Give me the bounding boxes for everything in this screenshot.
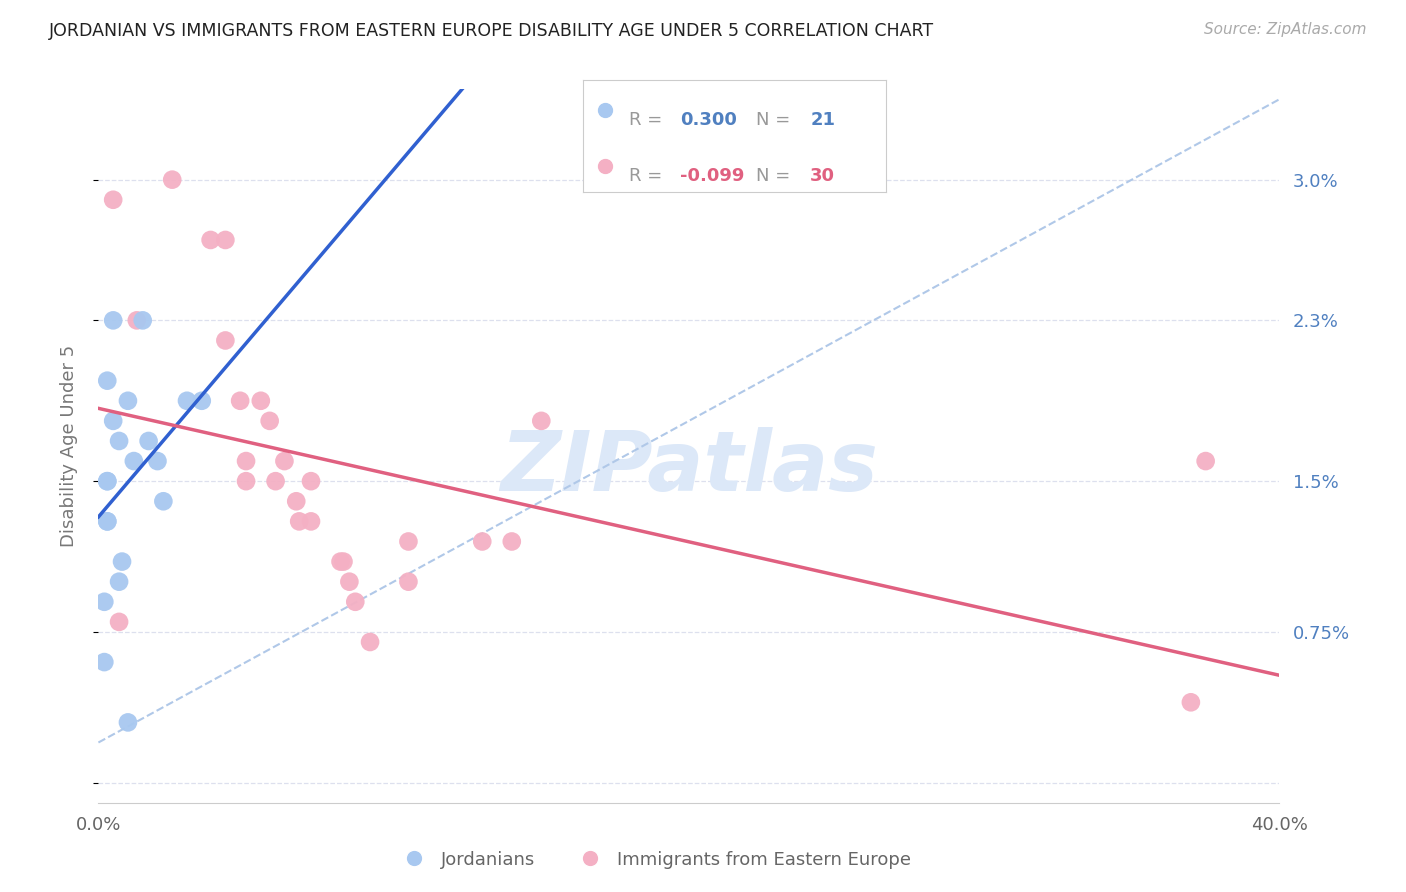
Point bbox=[191, 393, 214, 408]
Point bbox=[501, 534, 523, 549]
Point bbox=[108, 615, 131, 629]
Point bbox=[117, 715, 139, 730]
Text: 21: 21 bbox=[810, 111, 835, 128]
Point bbox=[122, 454, 145, 468]
Point bbox=[264, 474, 287, 488]
Point bbox=[96, 474, 118, 488]
Text: N =: N = bbox=[756, 111, 796, 128]
Point bbox=[103, 313, 125, 327]
Point bbox=[93, 595, 115, 609]
Point bbox=[299, 474, 322, 488]
Point bbox=[96, 515, 118, 529]
Text: 30: 30 bbox=[810, 167, 835, 185]
Point bbox=[214, 334, 236, 348]
Text: Source: ZipAtlas.com: Source: ZipAtlas.com bbox=[1204, 22, 1367, 37]
Point bbox=[288, 515, 311, 529]
Text: R =: R = bbox=[628, 111, 668, 128]
Point bbox=[108, 574, 131, 589]
Point bbox=[359, 635, 381, 649]
Point bbox=[146, 454, 169, 468]
Point bbox=[229, 393, 252, 408]
Point bbox=[96, 474, 118, 488]
Point bbox=[103, 414, 125, 428]
Point bbox=[396, 534, 419, 549]
Point bbox=[93, 655, 115, 669]
Point bbox=[1180, 695, 1202, 709]
Point bbox=[235, 454, 257, 468]
Point bbox=[471, 534, 494, 549]
Point bbox=[250, 393, 273, 408]
Point bbox=[138, 434, 160, 448]
Text: R =: R = bbox=[628, 167, 668, 185]
Text: N =: N = bbox=[756, 167, 796, 185]
Point bbox=[117, 393, 139, 408]
Point bbox=[176, 393, 198, 408]
Point bbox=[332, 555, 354, 569]
Point bbox=[299, 515, 322, 529]
Point bbox=[285, 494, 308, 508]
Point bbox=[396, 574, 419, 589]
Point bbox=[273, 454, 295, 468]
Text: ZIPatlas: ZIPatlas bbox=[501, 427, 877, 508]
Point bbox=[339, 574, 360, 589]
Text: 0.300: 0.300 bbox=[681, 111, 737, 128]
Point bbox=[530, 414, 553, 428]
Point bbox=[1195, 454, 1218, 468]
Point bbox=[152, 494, 174, 508]
Text: JORDANIAN VS IMMIGRANTS FROM EASTERN EUROPE DISABILITY AGE UNDER 5 CORRELATION C: JORDANIAN VS IMMIGRANTS FROM EASTERN EUR… bbox=[49, 22, 935, 40]
Y-axis label: Disability Age Under 5: Disability Age Under 5 bbox=[59, 345, 77, 547]
Point bbox=[103, 193, 125, 207]
Point bbox=[200, 233, 222, 247]
Text: -0.099: -0.099 bbox=[681, 167, 745, 185]
Point bbox=[162, 172, 183, 186]
Point bbox=[96, 374, 118, 388]
Point bbox=[329, 555, 352, 569]
Point bbox=[125, 313, 148, 327]
Point bbox=[214, 233, 236, 247]
Point bbox=[132, 313, 155, 327]
Point bbox=[96, 515, 118, 529]
Point bbox=[108, 434, 131, 448]
Point bbox=[111, 555, 134, 569]
Point bbox=[259, 414, 281, 428]
Legend: Jordanians, Immigrants from Eastern Europe: Jordanians, Immigrants from Eastern Euro… bbox=[389, 844, 918, 876]
Point bbox=[344, 595, 367, 609]
Point bbox=[235, 474, 257, 488]
